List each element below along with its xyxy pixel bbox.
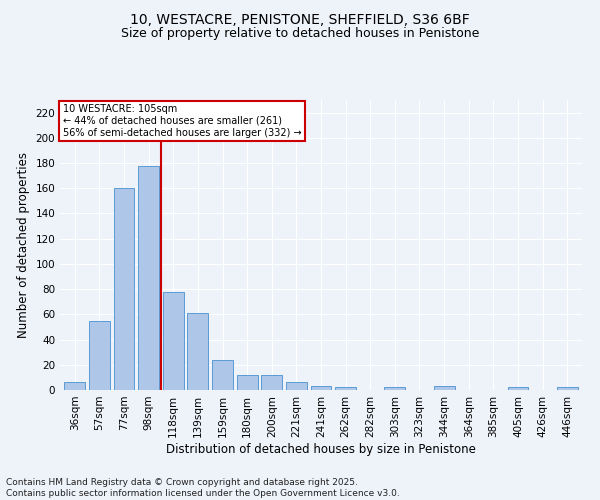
Bar xyxy=(138,166,159,390)
Bar xyxy=(89,320,110,390)
Text: 10, WESTACRE, PENISTONE, SHEFFIELD, S36 6BF: 10, WESTACRE, PENISTONE, SHEFFIELD, S36 … xyxy=(130,12,470,26)
Bar xyxy=(385,388,406,390)
Text: 10 WESTACRE: 105sqm
← 44% of detached houses are smaller (261)
56% of semi-detac: 10 WESTACRE: 105sqm ← 44% of detached ho… xyxy=(62,104,301,138)
X-axis label: Distribution of detached houses by size in Penistone: Distribution of detached houses by size … xyxy=(166,442,476,456)
Bar xyxy=(286,382,307,390)
Bar xyxy=(508,388,529,390)
Bar xyxy=(261,375,282,390)
Bar xyxy=(236,375,257,390)
Bar xyxy=(187,313,208,390)
Bar xyxy=(64,382,85,390)
Text: Contains HM Land Registry data © Crown copyright and database right 2025.
Contai: Contains HM Land Registry data © Crown c… xyxy=(6,478,400,498)
Bar xyxy=(113,188,134,390)
Bar xyxy=(311,386,331,390)
Bar xyxy=(212,360,233,390)
Y-axis label: Number of detached properties: Number of detached properties xyxy=(17,152,30,338)
Bar xyxy=(335,388,356,390)
Bar xyxy=(434,386,455,390)
Text: Size of property relative to detached houses in Penistone: Size of property relative to detached ho… xyxy=(121,28,479,40)
Bar xyxy=(557,388,578,390)
Bar xyxy=(163,292,184,390)
